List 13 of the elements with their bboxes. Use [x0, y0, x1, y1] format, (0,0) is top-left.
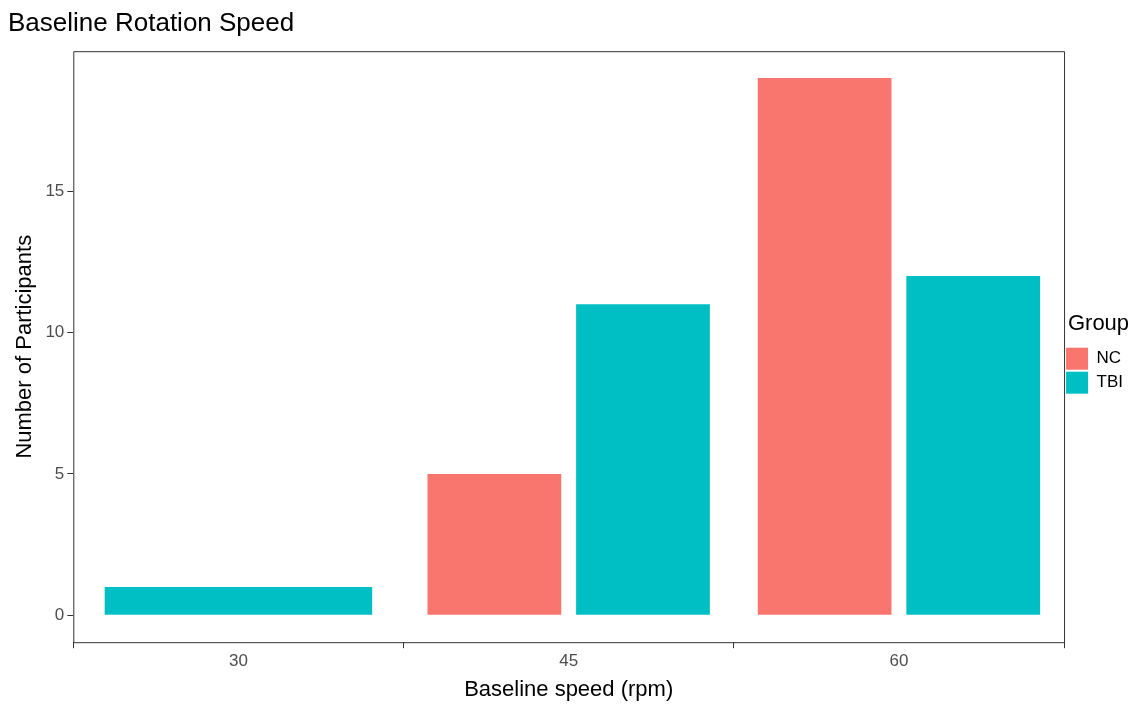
- chart-title: Baseline Rotation Speed: [8, 6, 295, 37]
- y-tick-label: 5: [54, 463, 65, 483]
- x-tick-label: 30: [228, 651, 248, 671]
- y-tick-label: 15: [45, 180, 65, 200]
- x-tick-label: 60: [889, 651, 909, 671]
- x-axis-title: Baseline speed (rpm): [464, 675, 674, 701]
- legend-label: NC: [1096, 348, 1122, 368]
- legend-label: TBI: [1096, 372, 1124, 392]
- x-tick-label: 45: [559, 651, 579, 671]
- y-tick-label: 0: [54, 605, 65, 625]
- legend-title: Group: [1067, 310, 1130, 336]
- y-tick-label: 10: [45, 322, 65, 342]
- y-axis-title: Number of Participants: [11, 234, 37, 459]
